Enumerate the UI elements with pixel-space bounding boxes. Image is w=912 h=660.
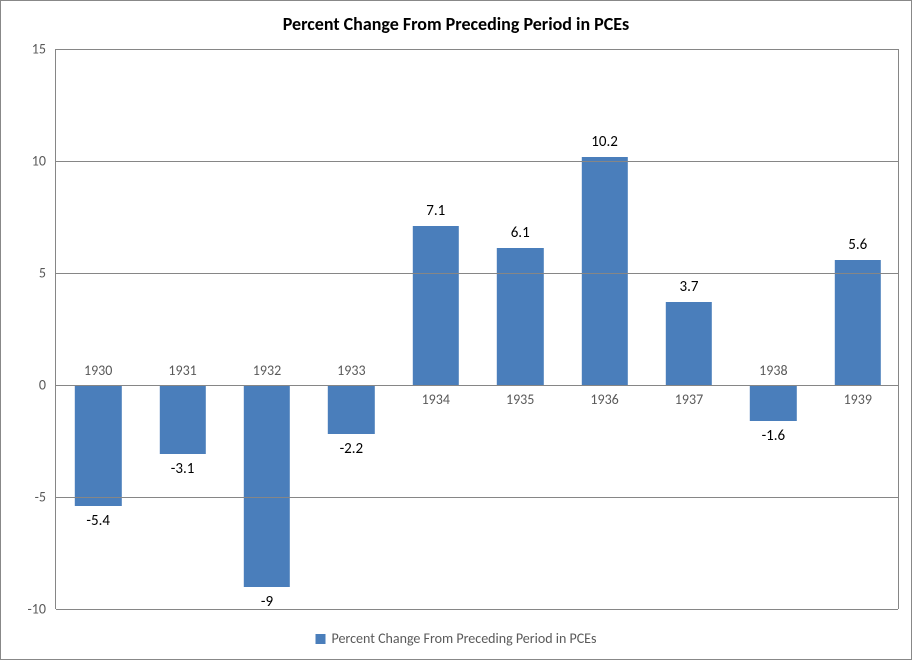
ytick-label: 5 [39, 265, 46, 282]
bar [244, 385, 290, 587]
bar [413, 226, 459, 385]
plot-area: 1930-5.41931-3.11932-91933-2.219347.1193… [55, 49, 899, 609]
category-label: 1936 [590, 391, 618, 408]
category-label: 1933 [337, 362, 365, 379]
category-label: 1932 [253, 362, 281, 379]
gridline [56, 385, 898, 386]
bar [750, 385, 796, 421]
category-label: 1939 [844, 391, 872, 408]
bar-slot: 1934 7.1 [394, 49, 478, 609]
bar-slot: 1935 6.1 [478, 49, 562, 609]
value-label: -3.1 [171, 460, 195, 478]
ytick-label: 10 [32, 153, 46, 170]
value-label: 3.7 [679, 278, 698, 296]
value-label: -5.4 [86, 512, 110, 530]
gridline [56, 161, 898, 162]
bars-layer: 1930-5.41931-3.11932-91933-2.219347.1193… [56, 49, 898, 609]
bar [159, 385, 205, 454]
legend-swatch [316, 634, 326, 644]
category-label: 1930 [84, 362, 112, 379]
gridline [56, 273, 898, 274]
bar-slot: 1931 -3.1 [140, 49, 224, 609]
legend: Percent Change From Preceding Period in … [316, 630, 597, 647]
category-label: 1934 [422, 391, 450, 408]
chart-title: Percent Change From Preceding Period in … [1, 13, 911, 35]
bar-slot: 1933 -2.2 [309, 49, 393, 609]
bar [75, 385, 121, 506]
chart-container: Percent Change From Preceding Period in … [1, 1, 911, 659]
ytick-label: 15 [32, 41, 46, 58]
category-label: 1935 [506, 391, 534, 408]
category-label: 1931 [168, 362, 196, 379]
bar-slot: 1932 -9 [225, 49, 309, 609]
bar [581, 157, 627, 385]
bar-slot: 1939 5.6 [816, 49, 900, 609]
category-label: 1937 [675, 391, 703, 408]
bar [497, 248, 543, 385]
value-label: -9 [261, 593, 273, 611]
value-label: 6.1 [511, 224, 530, 242]
value-label: 7.1 [426, 202, 445, 220]
legend-label: Percent Change From Preceding Period in … [332, 630, 597, 647]
bar-slot: 1938 -1.6 [731, 49, 815, 609]
ytick-label: -5 [35, 489, 46, 506]
value-label: -1.6 [762, 427, 786, 445]
category-label: 1938 [759, 362, 787, 379]
ytick-label: 0 [39, 377, 46, 394]
bar [835, 260, 881, 385]
bar [666, 302, 712, 385]
value-label: -2.2 [340, 440, 364, 458]
ytick-label: -10 [28, 601, 46, 618]
bar [328, 385, 374, 434]
value-label: 10.2 [591, 133, 618, 151]
gridline [56, 497, 898, 498]
gridline [56, 609, 898, 610]
bar-slot: 1930 -5.4 [56, 49, 140, 609]
value-label: 5.6 [848, 236, 867, 254]
gridline [56, 49, 898, 50]
bar-slot: 1937 3.7 [647, 49, 731, 609]
bar-slot: 1936 10.2 [562, 49, 646, 609]
